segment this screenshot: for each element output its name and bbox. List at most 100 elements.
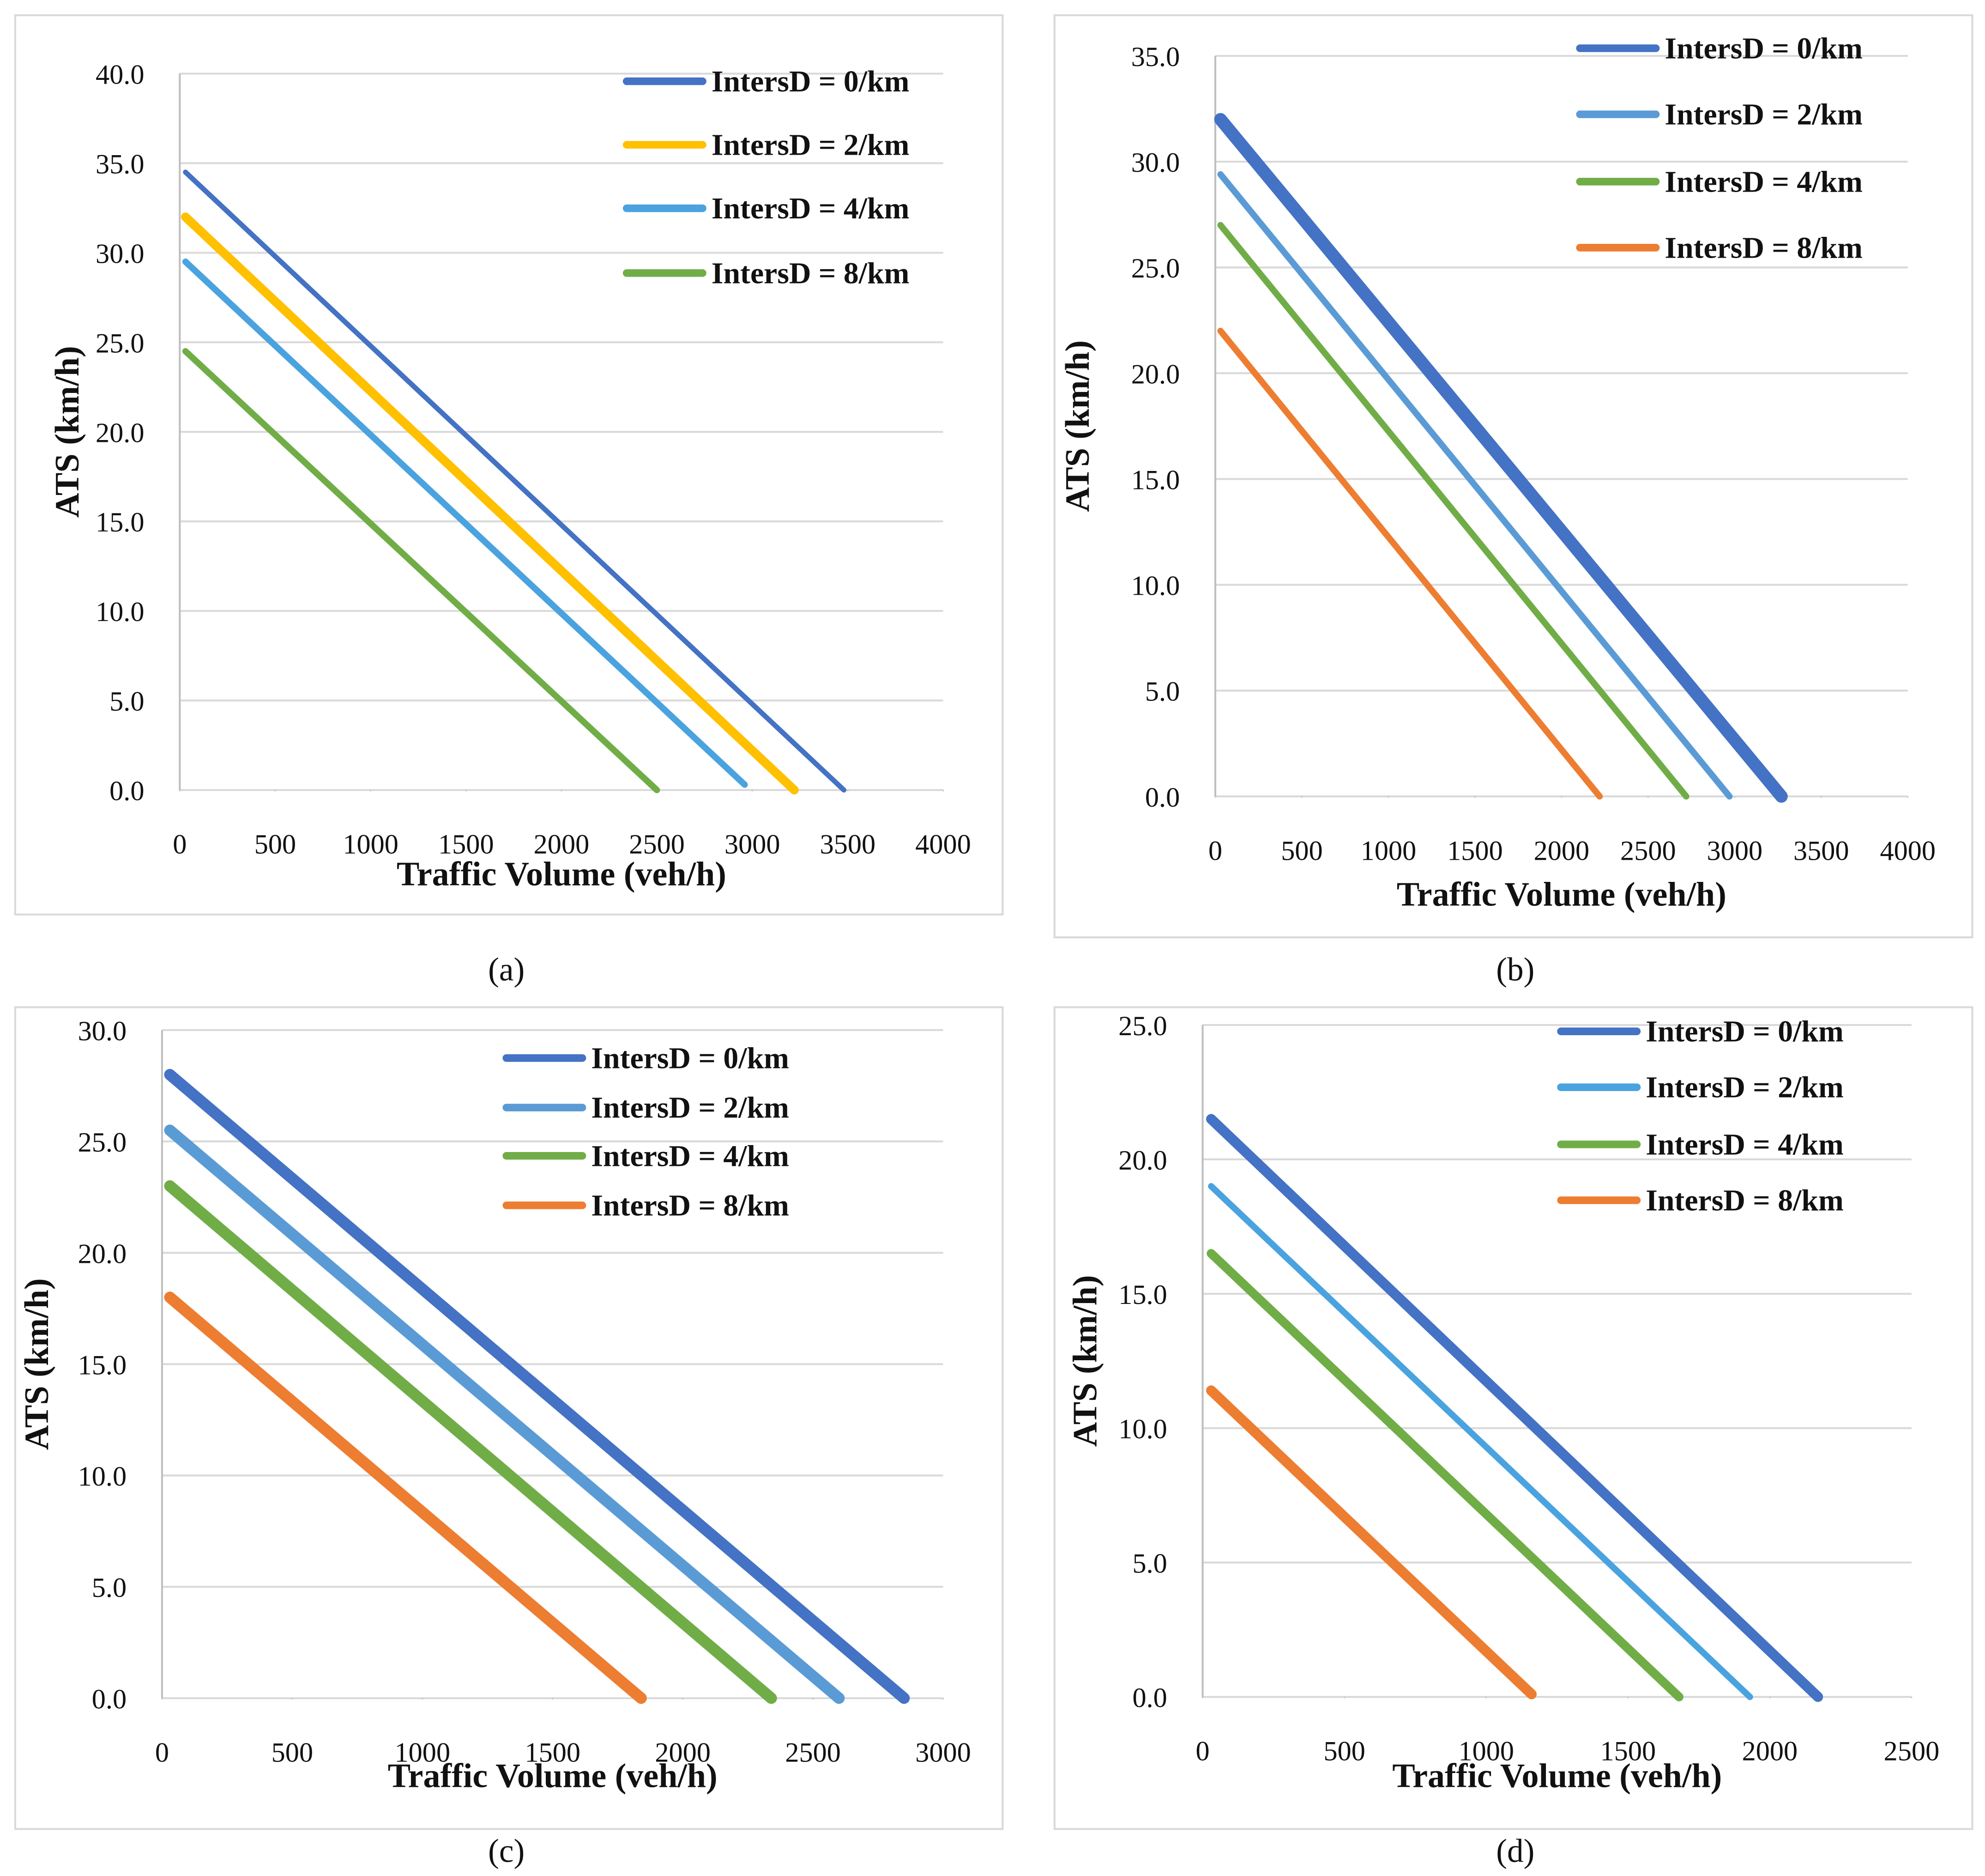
x-tick-label: 3000 [915,1737,971,1768]
legend-label: IntersD = 8/km [591,1188,789,1222]
y-tick-label: 25.0 [1118,1011,1167,1042]
x-axis-label: Traffic Volume (veh/h) [397,855,726,893]
series-line [182,258,748,788]
y-tick-label: 0.0 [109,776,144,807]
x-tick-label: 2500 [785,1737,841,1768]
y-tick-label: 25.0 [78,1127,127,1158]
x-tick-label: 500 [254,829,296,860]
y-axis-label: ATS (km/h) [48,346,86,518]
x-tick-label: 500 [272,1737,313,1768]
y-tick-label: 10.0 [1118,1414,1167,1445]
y-tick-label: 10.0 [78,1461,127,1492]
x-tick-label: 1500 [1447,835,1503,866]
y-tick-label: 30.0 [96,238,145,269]
y-tick-label: 10.0 [96,597,145,627]
panel-caption: (c) [488,1833,525,1870]
panel-frame [1053,1006,1973,1830]
legend-label: IntersD = 8/km [1665,231,1863,265]
x-tick-label: 500 [1281,835,1322,866]
legend-label: IntersD = 8/km [712,256,910,290]
x-tick-label: 2000 [1534,835,1590,866]
x-tick-label: 1500 [525,1737,580,1768]
y-tick-label: 35.0 [1131,42,1180,72]
legend-label: IntersD = 4/km [1665,165,1863,199]
x-tick-label: 1000 [1458,1736,1514,1767]
y-tick-label: 15.0 [1131,464,1180,495]
x-tick-label: 2000 [534,829,590,860]
legend-label: IntersD = 0/km [1665,31,1863,65]
y-tick-label: 0.0 [92,1684,127,1715]
x-tick-label: 2500 [1884,1736,1940,1767]
x-tick-label: 500 [1323,1736,1365,1767]
y-tick-label: 20.0 [1118,1145,1167,1176]
y-tick-label: 0.0 [1132,1683,1167,1713]
panel-frame [1053,14,1973,939]
series-line [182,348,660,793]
series-line [1217,171,1733,800]
y-tick-label: 15.0 [96,507,145,538]
series-line [1207,1249,1683,1701]
x-tick-label: 0 [155,1737,169,1768]
y-tick-label: 20.0 [78,1238,127,1269]
x-tick-label: 4000 [1880,835,1936,866]
series-line [183,169,847,793]
y-tick-label: 35.0 [96,149,145,180]
legend-label: IntersD = 2/km [1665,97,1863,131]
x-tick-label: 0 [1208,835,1222,866]
y-tick-label: 5.0 [1145,676,1180,707]
legend-label: IntersD = 4/km [712,192,910,225]
legend-label: IntersD = 8/km [1646,1183,1844,1217]
y-tick-label: 40.0 [96,59,145,90]
panel-caption: (a) [488,952,525,988]
y-tick-label: 5.0 [109,686,144,717]
x-tick-label: 3000 [724,829,780,860]
x-tick-label: 0 [173,829,187,860]
legend-label: IntersD = 0/km [1646,1015,1844,1049]
legend-label: IntersD = 2/km [591,1091,789,1125]
x-tick-label: 2000 [1742,1736,1798,1767]
x-tick-label: 4000 [915,829,971,860]
series-line [1208,1183,1753,1701]
x-tick-label: 3000 [1707,835,1763,866]
legend-label: IntersD = 2/km [712,128,910,162]
x-tick-label: 1500 [438,829,494,860]
y-tick-label: 15.0 [78,1350,127,1381]
series-line [164,1124,845,1704]
series-line [164,1180,777,1704]
panel-caption: (b) [1496,952,1534,988]
y-tick-label: 20.0 [96,417,145,448]
legend-label: IntersD = 4/km [591,1139,789,1173]
x-tick-label: 1000 [343,829,398,860]
panel-frame [14,1006,1004,1830]
series-line [181,212,799,795]
x-tick-label: 2500 [1620,835,1676,866]
series-line [1206,1114,1823,1702]
x-axis-label: Traffic Volume (veh/h) [1392,1757,1722,1795]
x-tick-label: 2500 [629,829,685,860]
panel-caption: (d) [1496,1833,1534,1870]
series-line [164,1069,910,1704]
y-tick-label: 15.0 [1118,1279,1167,1310]
series-line [1206,1385,1537,1700]
series-line [1214,113,1788,803]
x-tick-label: 0 [1196,1736,1210,1767]
y-axis-label: ATS (km/h) [18,1278,56,1450]
y-tick-label: 30.0 [1131,147,1180,178]
y-tick-label: 5.0 [1132,1548,1167,1579]
series-line [164,1291,647,1704]
x-tick-label: 3500 [1793,835,1849,866]
y-tick-label: 5.0 [92,1573,127,1604]
series-line [1217,222,1689,800]
panel-frame [14,14,1004,916]
y-tick-label: 20.0 [1131,359,1180,390]
y-tick-label: 25.0 [96,328,145,359]
y-tick-label: 0.0 [1145,782,1180,813]
legend-label: IntersD = 0/km [712,65,910,98]
x-axis-label: Traffic Volume (veh/h) [1397,875,1726,913]
x-tick-label: 1500 [1600,1736,1656,1767]
x-tick-label: 1000 [395,1737,451,1768]
series-line [1217,327,1603,800]
y-tick-label: 25.0 [1131,253,1180,284]
